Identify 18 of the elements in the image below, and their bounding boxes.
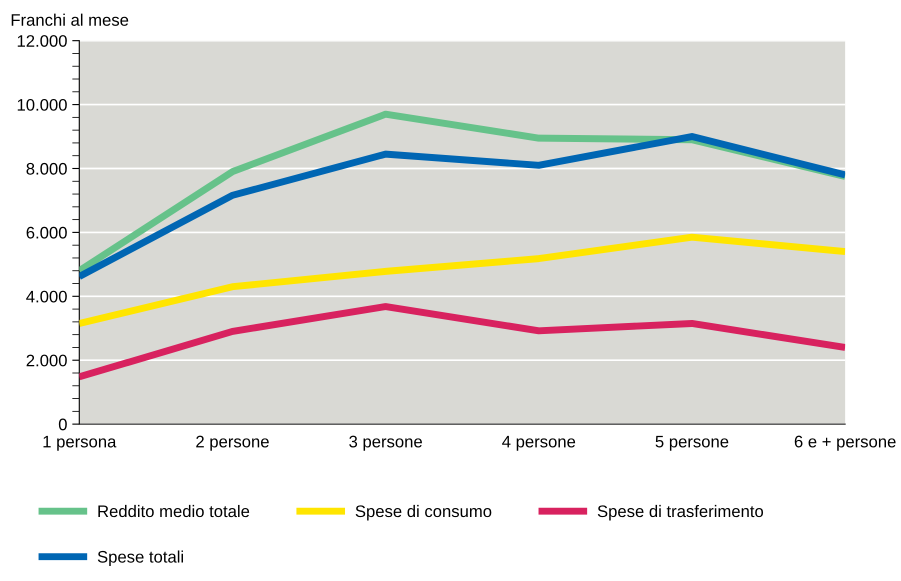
y-tick-label: 10.000 [18, 98, 67, 111]
x-tick-label: 3 persone [349, 436, 422, 451]
y-tick-label: 0 [58, 418, 67, 430]
x-tick-label: 1 persona [44, 436, 116, 451]
y-tick-label: 6.000 [26, 226, 67, 239]
x-tick-label: 2 persone [196, 436, 269, 451]
x-tick-label: 4 persone [502, 436, 576, 451]
legend-label: Spese di consumo [356, 504, 492, 520]
y-tick-label: 8.000 [26, 162, 67, 175]
y-tick-label: 2.000 [26, 354, 67, 366]
y-tick-label: 4.000 [26, 290, 67, 303]
x-tick-label: 5 persone [656, 436, 728, 451]
legend-label: Spese di trasferimento [598, 504, 764, 520]
legend-label: Spese totali [98, 550, 183, 566]
y-tick-label: 12.000 [18, 35, 67, 47]
x-tick-label: 6 e + persone [794, 436, 896, 451]
y-axis-title: Franchi al mese [12, 14, 128, 26]
legend-label: Reddito medio totale [98, 504, 250, 518]
